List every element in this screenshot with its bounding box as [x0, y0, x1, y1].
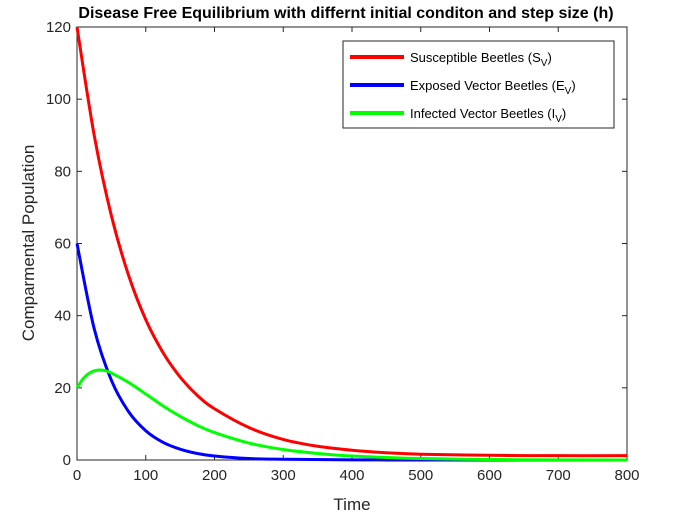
legend-sub-exposed: V [565, 86, 572, 97]
y-tick-label: 0 [63, 452, 71, 469]
y-tick-label: 60 [54, 236, 71, 253]
y-tick-label: 20 [54, 380, 71, 397]
legend-entry-infected: Infected Vector Beetles (IV) [350, 106, 566, 125]
x-tick-label: 200 [202, 467, 227, 484]
x-axis-ticks: 0 100 200 300 400 500 600 700 800 [73, 27, 640, 484]
series-line-susceptible [75, 26, 628, 458]
series-line-infected [75, 368, 628, 462]
legend-label-exposed: Exposed Vector Beetles (E [410, 78, 565, 93]
x-tick-label: 800 [614, 467, 639, 484]
x-axis-label: Time [333, 495, 370, 514]
legend-label-infected: Infected Vector Beetles (I [410, 106, 555, 121]
legend-end-infected: ) [562, 106, 566, 121]
legend-entry-exposed: Exposed Vector Beetles (EV) [350, 78, 576, 97]
legend-entry-susceptible: Susceptible Beetles (SV) [350, 50, 552, 69]
svg-text:Susceptible Beetles (SV): Susceptible Beetles (SV) [410, 50, 552, 69]
legend-sub-susceptible: V [541, 58, 548, 69]
legend-end-susceptible: ) [547, 50, 551, 65]
y-tick-label: 100 [46, 91, 71, 108]
svg-text:Exposed Vector Beetles (EV): Exposed Vector Beetles (EV) [410, 78, 576, 97]
x-tick-label: 600 [477, 467, 502, 484]
x-tick-label: 0 [73, 467, 81, 484]
chart-title: Disease Free Equilibrium with differnt i… [78, 5, 613, 22]
x-tick-label: 300 [271, 467, 296, 484]
x-tick-label: 400 [339, 467, 364, 484]
x-tick-label: 700 [546, 467, 571, 484]
y-tick-label: 80 [54, 163, 71, 180]
svg-text:Infected Vector Beetles (IV): Infected Vector Beetles (IV) [410, 106, 566, 125]
y-tick-label: 120 [46, 19, 71, 36]
x-tick-label: 100 [133, 467, 158, 484]
legend-end-exposed: ) [571, 78, 575, 93]
legend: Susceptible Beetles (SV) Exposed Vector … [342, 40, 615, 129]
y-tick-label: 40 [54, 308, 71, 325]
x-tick-label: 500 [408, 467, 433, 484]
legend-sub-infected: V [555, 114, 562, 125]
y-axis-label: Comparmental Population [19, 145, 38, 342]
series-layer [75, 26, 628, 462]
legend-label-susceptible: Susceptible Beetles (S [410, 50, 541, 65]
y-axis-ticks: 0 20 40 60 80 100 120 [46, 19, 627, 469]
